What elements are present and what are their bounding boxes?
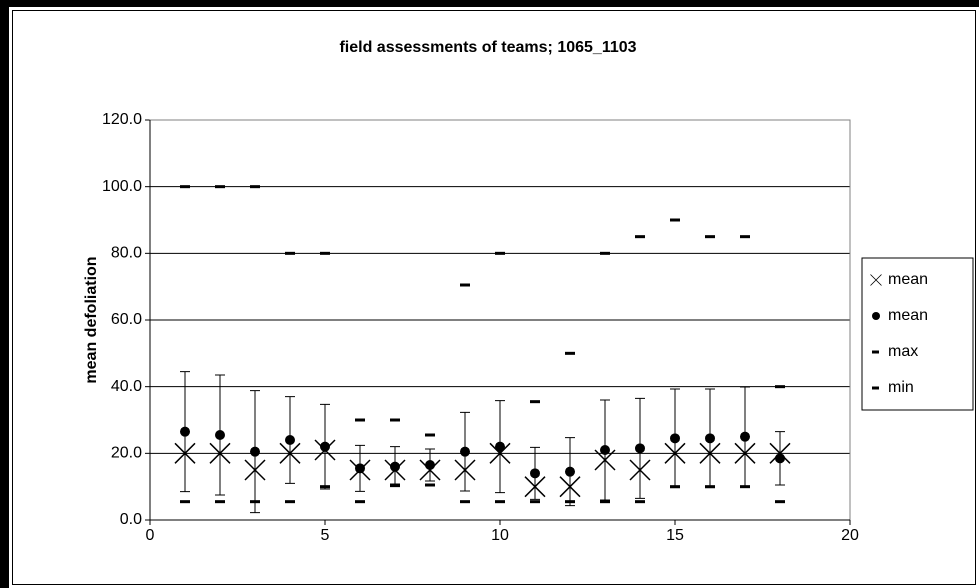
- point: [285, 435, 295, 445]
- legend-label: min: [888, 379, 914, 396]
- y-tick-label: 80.0: [111, 245, 142, 262]
- point: [775, 453, 785, 464]
- point: [740, 431, 750, 442]
- point: [180, 426, 190, 437]
- point: [530, 400, 540, 404]
- point: [460, 446, 470, 457]
- point: [740, 235, 750, 239]
- point: [565, 351, 575, 355]
- point: [390, 418, 400, 422]
- x-tick-label: 15: [666, 527, 684, 544]
- point: [250, 446, 260, 457]
- legend-marker: [872, 312, 880, 320]
- point: [215, 500, 225, 504]
- point: [495, 251, 505, 255]
- chart-area: [9, 7, 979, 588]
- point: [215, 430, 225, 440]
- x-tick-label: 5: [321, 527, 330, 544]
- point: [425, 460, 435, 470]
- y-tick-label: 40.0: [111, 378, 142, 395]
- point: [250, 500, 260, 504]
- point: [425, 483, 435, 487]
- legend-marker: [870, 274, 882, 286]
- point: [320, 251, 330, 255]
- point: [460, 500, 470, 504]
- point: [285, 251, 295, 255]
- legend: [861, 257, 974, 411]
- y-tick-label: 100.0: [102, 178, 142, 195]
- point: [775, 500, 785, 504]
- point: [565, 500, 575, 504]
- y-tick-label: 20.0: [111, 445, 142, 462]
- point: [670, 485, 680, 489]
- point: [670, 218, 680, 222]
- point: [740, 485, 750, 489]
- legend-marker: [872, 386, 879, 390]
- point: [635, 500, 645, 504]
- point: [495, 441, 505, 452]
- point: [600, 445, 610, 455]
- legend-label: mean: [888, 271, 928, 288]
- point: [355, 500, 365, 504]
- legend-label: max: [888, 343, 918, 360]
- point: [250, 185, 260, 189]
- point: [775, 385, 785, 389]
- point: [180, 185, 190, 189]
- point: [670, 433, 680, 444]
- point: [320, 441, 330, 452]
- y-tick-label: 0.0: [120, 511, 142, 528]
- y-axis-label: mean defoliation: [83, 256, 100, 383]
- point: [285, 500, 295, 504]
- point: [390, 483, 400, 487]
- point: [495, 500, 505, 504]
- x-tick-label: 20: [841, 527, 859, 544]
- point: [460, 283, 470, 287]
- point: [530, 468, 540, 479]
- y-tick-label: 60.0: [111, 311, 142, 328]
- point: [355, 463, 365, 474]
- chart-title: field assessments of teams; 1065_1103: [339, 39, 636, 56]
- point: [600, 500, 610, 504]
- point: [565, 466, 575, 477]
- x-tick-label: 10: [491, 527, 509, 544]
- point: [320, 485, 330, 489]
- legend-label: mean: [888, 307, 928, 324]
- point: [705, 235, 715, 239]
- point: [355, 418, 365, 422]
- point: [180, 500, 190, 504]
- x-tick-label: 0: [146, 527, 155, 544]
- point: [635, 235, 645, 239]
- y-tick-label: 120.0: [102, 111, 142, 128]
- point: [705, 485, 715, 489]
- legend-marker: [872, 350, 879, 354]
- point: [705, 433, 715, 444]
- point: [390, 461, 400, 472]
- point: [425, 433, 435, 437]
- point: [635, 443, 645, 454]
- point: [530, 500, 540, 504]
- chart-border: [12, 10, 976, 585]
- point: [215, 185, 225, 189]
- point: [600, 251, 610, 255]
